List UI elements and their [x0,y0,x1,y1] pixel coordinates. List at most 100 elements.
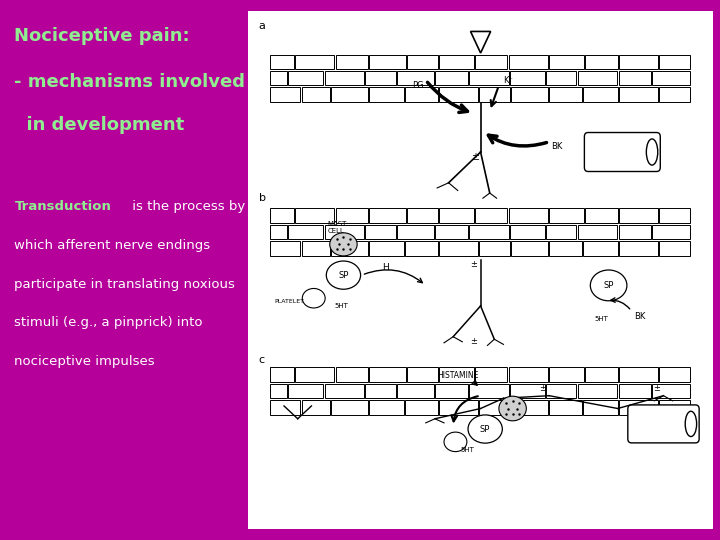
Bar [336,367,368,382]
Text: c: c [259,355,265,365]
Text: PLATELET: PLATELET [275,299,305,305]
Ellipse shape [444,432,467,451]
Text: MAST: MAST [328,221,347,227]
Bar [439,241,478,255]
Bar [511,400,548,415]
Bar [369,87,404,102]
Bar [369,367,406,382]
Bar [325,225,364,239]
Bar [369,241,404,255]
Bar [480,87,510,102]
Bar [270,71,287,85]
Text: ±: ± [654,383,660,393]
Bar [585,55,618,69]
Bar [295,208,334,223]
Text: H: H [382,263,389,272]
Bar [510,225,545,239]
Text: ±: ± [471,260,477,269]
Bar [270,87,300,102]
Bar [331,400,368,415]
Bar [475,367,508,382]
Bar [549,400,582,415]
Bar [578,384,617,399]
Bar [549,241,582,255]
Ellipse shape [468,415,503,443]
Text: SP: SP [338,271,348,280]
Text: SP: SP [603,281,614,290]
Text: nociceptive impulses: nociceptive impulses [14,355,155,368]
Bar [369,55,406,69]
Bar [325,71,364,85]
Bar [405,241,438,255]
Bar [546,225,577,239]
Bar [365,225,395,239]
Text: which afferent nerve endings: which afferent nerve endings [14,239,210,252]
Text: Transduction: Transduction [14,200,112,213]
Text: BK: BK [634,312,645,321]
Bar [436,225,468,239]
Bar [397,225,434,239]
Bar [480,241,510,255]
Bar [619,55,658,69]
Bar [509,367,548,382]
Bar [270,367,294,382]
Ellipse shape [499,396,526,421]
Bar [408,55,438,69]
Bar [270,225,287,239]
Ellipse shape [326,261,361,289]
Bar [549,87,582,102]
Polygon shape [471,31,490,53]
Text: is the process by: is the process by [128,200,246,213]
Bar [583,241,618,255]
Bar [325,384,364,399]
Bar [660,241,690,255]
Bar [475,208,508,223]
Text: 5HT: 5HT [334,303,348,309]
Bar [469,225,508,239]
Bar [289,225,323,239]
Bar [578,225,617,239]
Bar [336,55,368,69]
Bar [511,87,548,102]
Bar [408,208,438,223]
Bar [511,241,548,255]
Bar [270,400,300,415]
Bar [619,87,658,102]
Bar [660,400,690,415]
Text: 5HT: 5HT [460,447,474,453]
Ellipse shape [302,288,325,308]
Bar [302,241,330,255]
Bar [469,71,508,85]
Bar [546,71,577,85]
Bar [585,367,618,382]
Bar [436,384,468,399]
Ellipse shape [330,233,357,256]
Bar [331,87,368,102]
Bar [469,384,508,399]
Bar [405,400,438,415]
Text: stimuli (e.g., a pinprick) into: stimuli (e.g., a pinprick) into [14,316,203,329]
Text: b: b [259,193,266,203]
Bar [436,71,468,85]
Bar [439,208,474,223]
Bar [439,367,474,382]
Bar [652,71,690,85]
Bar [397,71,434,85]
Bar [336,208,368,223]
Text: HISTAMINE: HISTAMINE [437,371,478,380]
Text: ±: ± [471,338,477,346]
FancyBboxPatch shape [628,405,699,443]
Bar [549,208,584,223]
Bar [248,11,713,529]
Bar [618,225,651,239]
Text: a: a [259,21,266,31]
Bar [405,87,438,102]
Bar [295,367,334,382]
Bar [510,71,545,85]
Bar [619,241,658,255]
Bar [439,400,478,415]
Text: K⁺: K⁺ [503,76,513,85]
Bar [475,55,508,69]
Bar [295,55,334,69]
Bar [369,400,404,415]
